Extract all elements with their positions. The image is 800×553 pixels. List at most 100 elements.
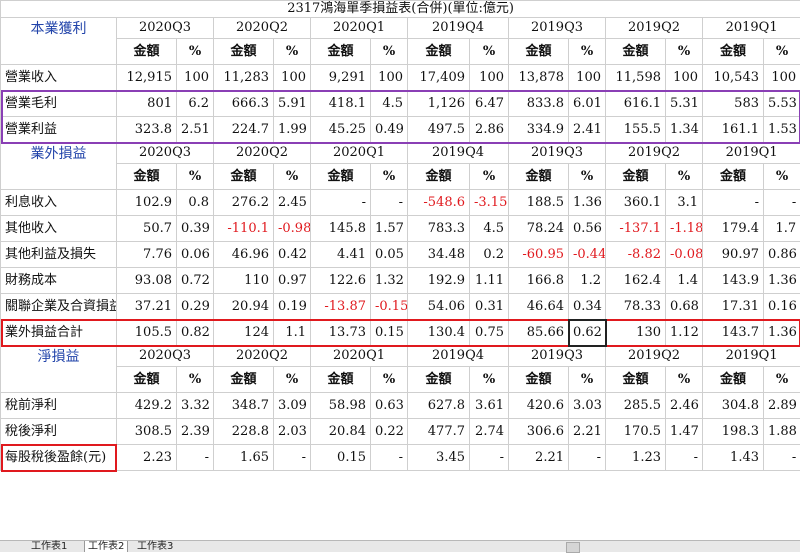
period-header[interactable]: 2019Q3 bbox=[509, 143, 606, 164]
row-label[interactable]: 稅後淨利 bbox=[1, 419, 117, 445]
table-cell[interactable]: 11,598 bbox=[606, 65, 666, 91]
table-cell[interactable]: 1.53 bbox=[764, 117, 800, 143]
amount-header[interactable]: 金額 bbox=[311, 164, 371, 190]
table-cell[interactable]: 78.24 bbox=[509, 216, 569, 242]
table-cell[interactable]: 78.33 bbox=[606, 294, 666, 320]
percent-header[interactable]: % bbox=[371, 367, 408, 393]
table-cell[interactable]: -0.44 bbox=[569, 242, 606, 268]
table-cell[interactable]: 2.03 bbox=[274, 419, 311, 445]
table-cell[interactable]: 20.84 bbox=[311, 419, 371, 445]
table-cell[interactable]: 348.7 bbox=[214, 393, 274, 419]
table-cell[interactable]: 323.8 bbox=[117, 117, 177, 143]
period-header[interactable]: 2019Q2 bbox=[606, 346, 703, 367]
row-label[interactable]: 營業利益 bbox=[1, 117, 117, 143]
table-cell[interactable]: 37.21 bbox=[117, 294, 177, 320]
table-cell[interactable]: 3.32 bbox=[177, 393, 214, 419]
table-cell[interactable]: 100 bbox=[371, 65, 408, 91]
table-cell[interactable]: 4.41 bbox=[311, 242, 371, 268]
table-cell[interactable]: 3.45 bbox=[408, 445, 470, 471]
period-header[interactable]: 2020Q1 bbox=[311, 143, 408, 164]
table-cell[interactable]: 4.5 bbox=[371, 91, 408, 117]
amount-header[interactable]: 金額 bbox=[311, 39, 371, 65]
table-cell[interactable]: 12,915 bbox=[117, 65, 177, 91]
table-cell[interactable]: 93.08 bbox=[117, 268, 177, 294]
percent-header[interactable]: % bbox=[569, 39, 606, 65]
row-label[interactable]: 其他利益及損失 bbox=[1, 242, 117, 268]
table-cell[interactable]: - bbox=[764, 445, 800, 471]
table-cell[interactable]: 0.56 bbox=[569, 216, 606, 242]
table-cell[interactable]: 2.23 bbox=[117, 445, 177, 471]
table-cell[interactable]: 188.5 bbox=[509, 190, 569, 216]
table-cell[interactable]: 497.5 bbox=[408, 117, 470, 143]
table-cell[interactable]: 1.11 bbox=[470, 268, 509, 294]
table-cell[interactable]: 418.1 bbox=[311, 91, 371, 117]
table-cell[interactable]: 1.57 bbox=[371, 216, 408, 242]
amount-header[interactable]: 金額 bbox=[703, 39, 764, 65]
table-cell[interactable]: - bbox=[666, 445, 703, 471]
table-cell[interactable]: 162.4 bbox=[606, 268, 666, 294]
period-header[interactable]: 2019Q3 bbox=[509, 346, 606, 367]
table-cell[interactable]: 2.45 bbox=[274, 190, 311, 216]
table-cell[interactable]: 2.51 bbox=[177, 117, 214, 143]
sheet-tab-1[interactable]: 工作表1 bbox=[28, 541, 70, 552]
amount-header[interactable]: 金額 bbox=[214, 164, 274, 190]
table-cell[interactable]: 833.8 bbox=[509, 91, 569, 117]
table-cell[interactable]: 45.25 bbox=[311, 117, 371, 143]
row-label[interactable]: 業外損益合計 bbox=[1, 320, 117, 346]
percent-header[interactable]: % bbox=[177, 39, 214, 65]
percent-header[interactable]: % bbox=[470, 39, 509, 65]
table-cell[interactable]: 0.15 bbox=[371, 320, 408, 346]
table-cell[interactable]: - bbox=[177, 445, 214, 471]
table-cell[interactable]: 2.89 bbox=[764, 393, 800, 419]
table-cell[interactable]: 1.12 bbox=[666, 320, 703, 346]
amount-header[interactable]: 金額 bbox=[214, 367, 274, 393]
table-cell[interactable]: 155.5 bbox=[606, 117, 666, 143]
table-cell[interactable]: 1.23 bbox=[606, 445, 666, 471]
percent-header[interactable]: % bbox=[569, 367, 606, 393]
period-header[interactable]: 2019Q1 bbox=[703, 346, 800, 367]
amount-header[interactable]: 金額 bbox=[117, 164, 177, 190]
table-cell[interactable]: 130 bbox=[606, 320, 666, 346]
percent-header[interactable]: % bbox=[274, 39, 311, 65]
amount-header[interactable]: 金額 bbox=[606, 367, 666, 393]
table-cell[interactable]: 228.8 bbox=[214, 419, 274, 445]
period-header[interactable]: 2020Q2 bbox=[214, 346, 311, 367]
table-cell[interactable]: 0.29 bbox=[177, 294, 214, 320]
percent-header[interactable]: % bbox=[371, 164, 408, 190]
percent-header[interactable]: % bbox=[764, 367, 800, 393]
amount-header[interactable]: 金額 bbox=[408, 39, 470, 65]
table-cell[interactable]: 100 bbox=[569, 65, 606, 91]
percent-header[interactable]: % bbox=[470, 164, 509, 190]
row-label[interactable]: 其他收入 bbox=[1, 216, 117, 242]
table-cell[interactable]: - bbox=[274, 445, 311, 471]
table-cell[interactable]: 6.47 bbox=[470, 91, 509, 117]
table-cell[interactable]: 429.2 bbox=[117, 393, 177, 419]
table-cell[interactable]: 1.36 bbox=[569, 190, 606, 216]
period-header[interactable]: 2019Q4 bbox=[408, 18, 509, 39]
percent-header[interactable]: % bbox=[666, 164, 703, 190]
period-header[interactable]: 2019Q3 bbox=[509, 18, 606, 39]
period-header[interactable]: 2020Q1 bbox=[311, 346, 408, 367]
table-cell[interactable]: - bbox=[470, 445, 509, 471]
section-header[interactable]: 本業獲利 bbox=[1, 18, 117, 65]
table-cell[interactable]: 1.2 bbox=[569, 268, 606, 294]
table-cell[interactable]: 0.34 bbox=[569, 294, 606, 320]
amount-header[interactable]: 金額 bbox=[606, 164, 666, 190]
table-cell[interactable]: 0.22 bbox=[371, 419, 408, 445]
period-header[interactable]: 2020Q2 bbox=[214, 143, 311, 164]
table-cell[interactable]: 0.49 bbox=[371, 117, 408, 143]
table-cell[interactable]: -60.95 bbox=[509, 242, 569, 268]
table-cell[interactable]: 130.4 bbox=[408, 320, 470, 346]
table-cell[interactable]: 1.36 bbox=[764, 320, 800, 346]
table-cell[interactable]: -0.15 bbox=[371, 294, 408, 320]
table-cell[interactable]: -110.1 bbox=[214, 216, 274, 242]
percent-header[interactable]: % bbox=[274, 367, 311, 393]
table-cell[interactable]: 3.09 bbox=[274, 393, 311, 419]
table-cell[interactable]: -1.18 bbox=[666, 216, 703, 242]
table-cell[interactable]: 192.9 bbox=[408, 268, 470, 294]
amount-header[interactable]: 金額 bbox=[509, 164, 569, 190]
table-cell[interactable]: 122.6 bbox=[311, 268, 371, 294]
table-cell[interactable]: 0.06 bbox=[177, 242, 214, 268]
percent-header[interactable]: % bbox=[666, 367, 703, 393]
table-cell[interactable]: - bbox=[371, 190, 408, 216]
